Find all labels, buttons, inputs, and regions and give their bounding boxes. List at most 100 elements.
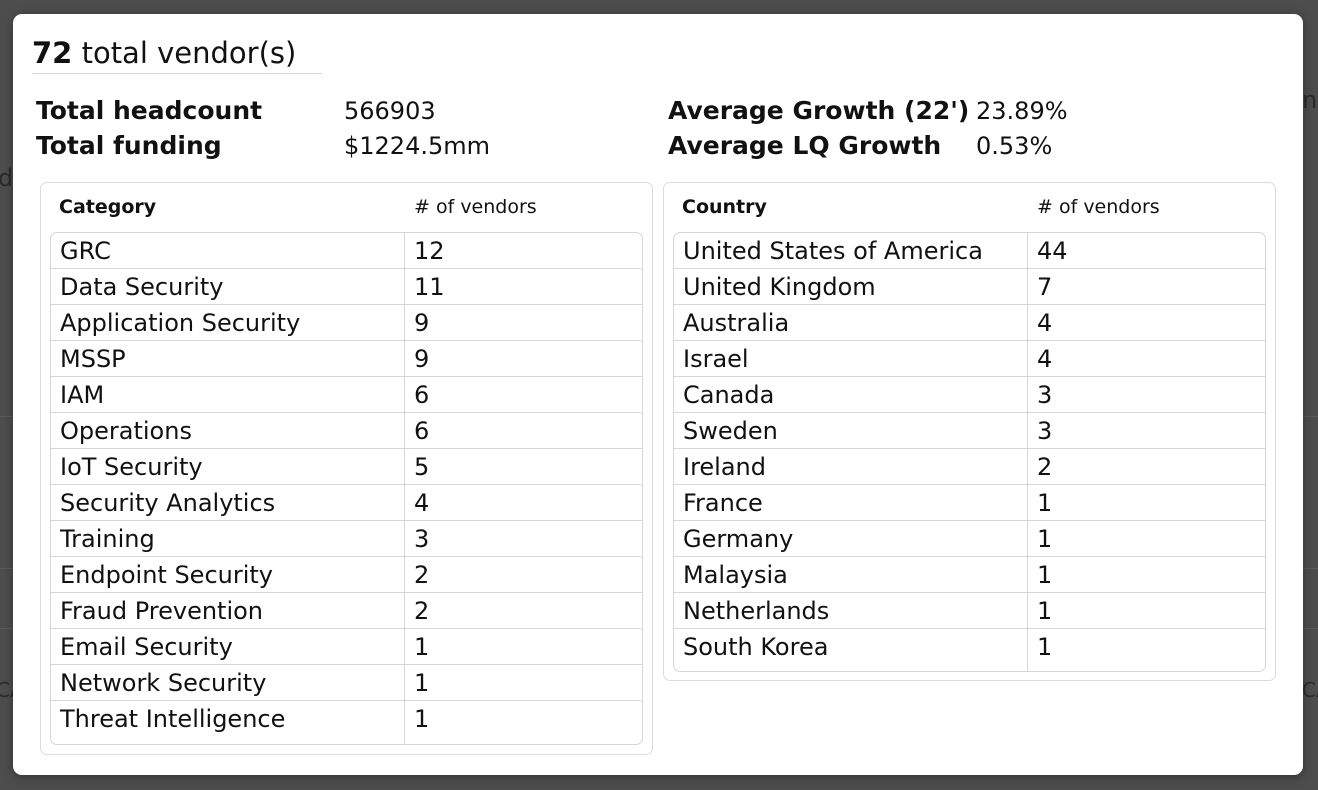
table-row: Sweden 3 [674,413,1265,449]
row-name: Malaysia [683,561,788,589]
table-row: South Korea 1 [674,629,1265,665]
row-name: Netherlands [683,597,830,625]
table-row: Germany 1 [674,521,1265,557]
table-row: Email Security 1 [51,629,642,665]
row-name: Israel [683,345,749,373]
row-name: Training [60,525,155,553]
country-count-column-header: # of vendors [1037,196,1160,218]
table-row: Application Security 9 [51,305,642,341]
column-separator [404,233,405,744]
row-count: 1 [1037,633,1053,661]
background-divider [1303,568,1318,569]
table-row: Malaysia 1 [674,557,1265,593]
row-count: 1 [1037,525,1053,553]
table-row: Training 3 [51,521,642,557]
country-table: United States of America 44 United Kingdom… [673,232,1266,672]
total-headcount-label: Total headcount [36,96,263,125]
background-divider [1303,416,1318,417]
title-suffix: total vendor(s) [81,36,297,70]
row-count: 2 [414,597,430,625]
table-row: MSSP 9 [51,341,642,377]
table-row: France 1 [674,485,1265,521]
category-table-header: Category # of vendors [41,183,652,231]
table-row: United Kingdom 7 [674,269,1265,305]
row-name: Sweden [683,417,778,445]
row-name: Fraud Prevention [60,597,264,625]
table-row: Israel 4 [674,341,1265,377]
background-divider [0,628,13,629]
table-row: Data Security 11 [51,269,642,305]
table-row: Canada 3 [674,377,1265,413]
row-count: 5 [414,453,430,481]
table-row: Ireland 2 [674,449,1265,485]
background-text-fragment: d [0,164,14,192]
table-row: Netherlands 1 [674,593,1265,629]
background-text-fragment: ns [1302,86,1318,114]
background-divider [0,568,13,569]
table-row: IAM 6 [51,377,642,413]
title-divider [32,73,322,74]
modal-title: 72 total vendor(s) [32,34,296,72]
table-row: Network Security 1 [51,665,642,701]
category-column-header: Category [59,196,157,218]
row-count: 3 [1037,381,1053,409]
background-text-fragment: CA [1302,678,1318,702]
row-count: 9 [414,345,430,373]
row-count: 6 [414,417,430,445]
row-count: 4 [1037,345,1053,373]
row-name: Canada [683,381,775,409]
row-count: 12 [414,237,445,265]
category-card: Category # of vendors GRC 12 Data Security… [40,182,653,755]
category-table: GRC 12 Data Security 11 Application Security… [50,232,643,745]
row-name: GRC [60,237,111,265]
row-count: 4 [1037,309,1053,337]
row-count: 1 [1037,489,1053,517]
row-name: United States of America [683,237,983,265]
average-growth-label: Average Growth (22') [668,96,970,125]
total-funding-label: Total funding [36,131,222,160]
total-headcount-value: 566903 [344,97,436,125]
table-row: IoT Security 5 [51,449,642,485]
row-name: IoT Security [60,453,203,481]
row-count: 1 [1037,597,1053,625]
row-count: 7 [1037,273,1053,301]
row-name: Ireland [683,453,767,481]
category-count-column-header: # of vendors [414,196,537,218]
row-count: 2 [414,561,430,589]
average-lq-growth-label: Average LQ Growth [668,131,942,160]
row-name: France [683,489,763,517]
row-count: 9 [414,309,430,337]
background-divider [0,416,13,417]
table-row: Operations 6 [51,413,642,449]
table-row: United States of America 44 [674,233,1265,269]
row-count: 44 [1037,237,1068,265]
row-name: United Kingdom [683,273,876,301]
row-count: 1 [414,633,430,661]
vendor-summary-modal: 72 total vendor(s) Total headcount 56690… [13,14,1303,775]
row-name: Endpoint Security [60,561,273,589]
table-row: Fraud Prevention 2 [51,593,642,629]
row-name: Australia [683,309,790,337]
row-name: Data Security [60,273,224,301]
table-row: Australia 4 [674,305,1265,341]
row-name: Application Security [60,309,301,337]
table-row: Endpoint Security 2 [51,557,642,593]
country-column-header: Country [682,196,767,218]
row-count: 1 [414,669,430,697]
background-divider [1303,628,1318,629]
column-separator [1027,233,1028,671]
country-card: Country # of vendors United States of Am… [663,182,1276,681]
total-vendor-count: 72 [32,36,73,70]
table-row: Security Analytics 4 [51,485,642,521]
country-table-header: Country # of vendors [664,183,1275,231]
row-name: Germany [683,525,794,553]
row-count: 3 [414,525,430,553]
row-name: Operations [60,417,192,445]
row-name: IAM [60,381,105,409]
table-row: GRC 12 [51,233,642,269]
average-growth-value: 23.89% [976,97,1068,125]
row-count: 2 [1037,453,1053,481]
row-count: 11 [414,273,445,301]
average-lq-growth-value: 0.53% [976,132,1053,160]
total-funding-value: $1224.5mm [344,132,491,160]
